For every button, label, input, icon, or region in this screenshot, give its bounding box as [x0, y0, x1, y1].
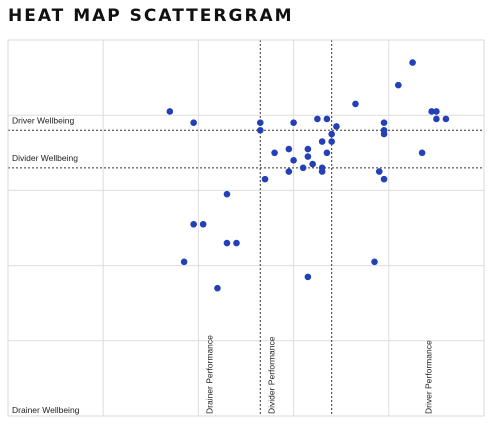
y-tick-label: Divider Wellbeing [12, 153, 78, 163]
data-point [433, 108, 440, 115]
data-point [323, 115, 331, 123]
data-point [333, 123, 340, 130]
y-tick-label: Driver Wellbeing [12, 115, 74, 125]
data-point [233, 239, 240, 247]
data-point [261, 175, 269, 183]
data-point [290, 157, 297, 164]
data-point [409, 59, 416, 66]
data-point [304, 153, 312, 160]
data-point [190, 220, 197, 228]
y-tick-labels: Drainer Wellbeing Divider Wellbeing Driver… [12, 115, 80, 415]
x-tick-label: Driver Performance [424, 340, 434, 414]
data-point [318, 138, 326, 145]
data-point [314, 115, 321, 123]
data-point [256, 126, 264, 134]
data-point [223, 190, 231, 198]
grid [8, 40, 484, 416]
x-tick-label: Drainer Performance [205, 335, 215, 414]
data-point [328, 130, 335, 138]
data-point [214, 284, 221, 292]
data-point [256, 119, 264, 127]
data-point [442, 115, 450, 123]
data-points [166, 59, 450, 292]
data-point [271, 149, 278, 157]
data-point [328, 138, 335, 145]
data-point [285, 145, 293, 153]
data-point [318, 168, 326, 175]
data-point [285, 168, 293, 175]
data-point [433, 115, 440, 123]
data-point [375, 168, 383, 175]
chart-title: HEAT MAP SCATTERGRAM [8, 6, 294, 26]
data-point [299, 164, 307, 172]
x-tick-label: Divider Performance [267, 336, 277, 414]
data-point [304, 273, 312, 281]
data-point [304, 145, 312, 153]
data-point [323, 149, 331, 157]
data-point [199, 220, 207, 228]
data-point [290, 119, 297, 127]
plot-frame [7, 39, 485, 417]
data-point [352, 100, 359, 108]
data-point [418, 149, 426, 157]
data-point [190, 119, 197, 127]
data-point [380, 175, 388, 183]
data-point [371, 258, 378, 266]
reference-lines [8, 40, 484, 416]
data-point [180, 258, 188, 266]
data-point [428, 108, 435, 115]
data-point [395, 81, 402, 89]
data-point [309, 160, 316, 168]
data-point [380, 130, 388, 138]
data-point [223, 239, 231, 247]
x-tick-labels: Drainer Performance Divider Performance Dr… [205, 335, 434, 414]
y-tick-label: Drainer Wellbeing [12, 405, 80, 415]
data-point [380, 119, 388, 127]
data-point [166, 108, 174, 115]
